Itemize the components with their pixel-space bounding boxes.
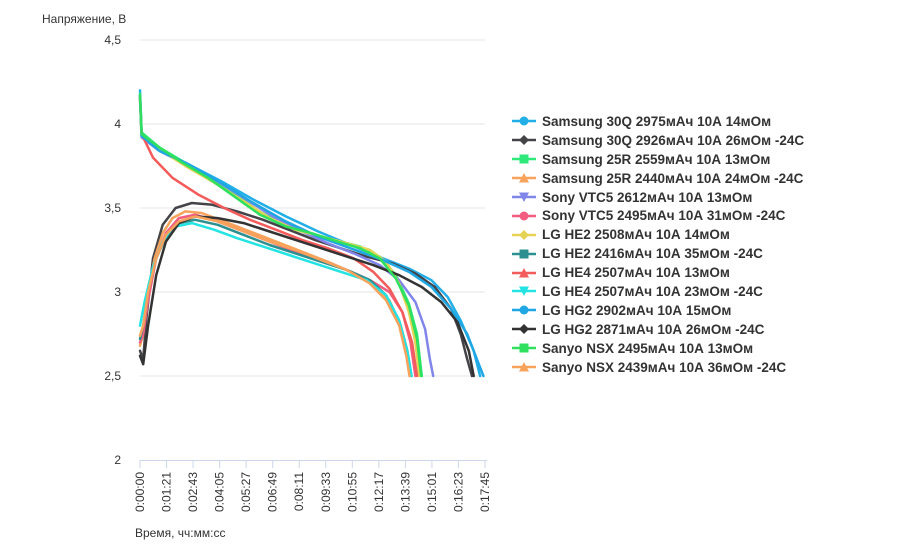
legend-marker-icon (512, 192, 536, 202)
legend-item-2[interactable]: Samsung 30Q 2926мАч 10А 26мОм -24С (512, 131, 804, 150)
legend-marker-icon (512, 267, 536, 278)
x-tick-label: 0:01:21 (160, 472, 174, 512)
x-tick-label: 0:13:39 (398, 472, 412, 512)
x-tick-label: 0:08:11 (292, 472, 306, 511)
legend-item-9[interactable]: LG HE4 2507мАч 10А 13мОм (512, 263, 804, 282)
series-line-9 (138, 95, 419, 378)
x-tick-label: 0:02:43 (186, 472, 200, 512)
x-tick-label: 0:17:45 (478, 472, 492, 512)
y-tick-label: 3 (114, 285, 121, 299)
legend-label: LG HE4 2507мАч 10А 13мОм (542, 265, 730, 281)
y-tick-label: 2 (114, 453, 121, 467)
y-axis-title: Напряжение, В (42, 12, 126, 26)
y-tick-label: 3,5 (104, 201, 121, 215)
series-line-2 (138, 201, 474, 378)
x-tick-label: 0:00:00 (133, 472, 147, 512)
legend-marker-icon (512, 135, 536, 146)
legend-label: Sony VTC5 2612мАч 10А 13мОм (542, 189, 753, 205)
legend-label: Samsung 25R 2440мАч 10А 24мОм -24С (542, 170, 804, 186)
series-lines (138, 89, 485, 378)
x-tick-label: 0:10:55 (345, 472, 359, 512)
x-tick-label: 0:09:33 (319, 472, 333, 512)
legend-marker-icon (512, 286, 536, 297)
legend-label: LG HE2 2416мАч 10А 35мОм -24С (542, 246, 763, 262)
series-line-6 (138, 213, 417, 378)
series-line-12 (138, 215, 475, 378)
legend-label: LG HG2 2871мАч 10А 26мОм -24С (542, 321, 765, 337)
x-tick-label: 0:12:17 (372, 472, 386, 512)
legend-label: LG HE2 2508мАч 10А 14мОм (542, 227, 730, 243)
legend-label: Samsung 25R 2559мАч 10А 13мОм (542, 151, 771, 167)
legend-marker-icon (512, 211, 536, 221)
legend-label: Samsung 30Q 2926мАч 10А 26мОм -24С (542, 132, 805, 148)
legend-item-12[interactable]: LG HG2 2871мАч 10А 26мОм -24С (512, 320, 804, 339)
y-grid (140, 39, 485, 377)
y-tick-labels: 2 2,5 3 3,5 4 4,5 (104, 33, 121, 467)
x-tick-label: 0:04:05 (213, 472, 227, 512)
legend-label: Sony VTC5 2495мАч 10А 31мОм -24С (542, 208, 786, 224)
x-tick-label: 0:06:49 (266, 472, 280, 512)
legend-item-4[interactable]: Samsung 25R 2440мАч 10А 24мОм -24С (512, 169, 804, 188)
legend-item-1[interactable]: Samsung 30Q 2975мАч 10А 14мОм (512, 112, 804, 131)
series-line-13 (138, 94, 423, 378)
legend-marker-icon (512, 173, 536, 183)
y-tick-label: 4,5 (104, 33, 121, 47)
legend-item-11[interactable]: LG HG2 2902мАч 10А 15мОм (512, 301, 804, 320)
x-tick-label: 0:05:27 (239, 472, 253, 512)
legend-marker-icon (512, 343, 536, 353)
legend-item-7[interactable]: LG HE2 2508мАч 10А 14мОм (512, 225, 804, 244)
legend-item-8[interactable]: LG HE2 2416мАч 10А 35мОм -24С (512, 244, 804, 263)
legend-marker-icon (512, 116, 536, 126)
x-axis-title: Время, чч:мм:сс (135, 526, 225, 540)
legend-item-3[interactable]: Samsung 25R 2559мАч 10А 13мОм (512, 150, 804, 169)
series-line-14 (138, 215, 411, 378)
legend-item-10[interactable]: LG HE4 2507мАч 10А 23мОм -24С (512, 282, 804, 301)
legend-label: Sanyo NSX 2439мАч 10А 36мОм -24С (542, 359, 787, 375)
series-line-7 (138, 97, 421, 378)
legend-item-6[interactable]: Sony VTC5 2495мАч 10А 31мОм -24С (512, 206, 804, 225)
legend-marker-icon (512, 229, 536, 240)
x-tick-labels: 0:00:00 0:01:21 0:02:43 0:04:05 0:05:27 0:06:… (133, 472, 492, 512)
legend-marker-icon (512, 362, 536, 372)
legend-label: Sanyo NSX 2495мАч 10А 13мОм (542, 340, 754, 356)
x-axis (139, 460, 487, 468)
chart-legend: Samsung 30Q 2975мАч 10А 14мОм Samsung 30Q… (512, 112, 804, 376)
legend-label: Samsung 30Q 2975мАч 10А 14мОм (542, 113, 772, 129)
legend-label: LG HE4 2507мАч 10А 23мОм -24С (542, 283, 763, 299)
legend-item-13[interactable]: Sanyo NSX 2495мАч 10А 13мОм (512, 339, 804, 358)
legend-label: LG HG2 2902мАч 10А 15мОм (542, 302, 732, 318)
y-tick-label: 2,5 (104, 369, 121, 383)
legend-item-14[interactable]: Sanyo NSX 2439мАч 10А 36мОм -24С (512, 358, 804, 377)
x-tick-label: 0:16:23 (451, 472, 465, 512)
series-line-4 (138, 210, 412, 378)
legend-marker-icon (512, 305, 536, 315)
y-tick-label: 4 (114, 117, 121, 131)
legend-marker-icon (512, 324, 536, 335)
x-tick-label: 0:15:01 (425, 472, 439, 512)
legend-item-5[interactable]: Sony VTC5 2612мАч 10А 13мОм (512, 188, 804, 207)
legend-marker-icon (512, 154, 536, 164)
legend-marker-icon (512, 249, 536, 259)
